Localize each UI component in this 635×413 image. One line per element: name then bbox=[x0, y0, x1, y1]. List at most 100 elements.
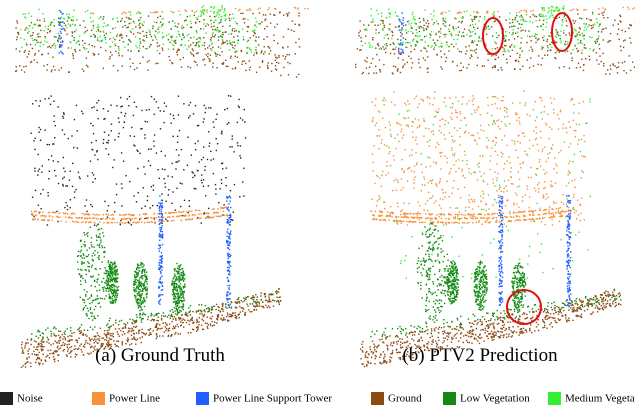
point bbox=[45, 26, 46, 27]
point bbox=[546, 22, 547, 23]
point bbox=[401, 49, 402, 50]
point bbox=[99, 290, 100, 291]
point bbox=[449, 97, 450, 98]
point bbox=[172, 35, 173, 36]
point bbox=[103, 235, 104, 236]
point bbox=[385, 52, 386, 53]
point bbox=[91, 316, 92, 317]
point bbox=[98, 100, 99, 101]
point bbox=[120, 106, 121, 107]
point bbox=[413, 188, 414, 189]
point bbox=[543, 14, 544, 15]
point bbox=[259, 8, 260, 9]
point bbox=[578, 113, 579, 114]
point bbox=[262, 62, 263, 63]
point bbox=[135, 299, 136, 300]
point bbox=[194, 15, 195, 16]
point bbox=[549, 17, 550, 18]
point bbox=[501, 67, 502, 68]
point bbox=[163, 316, 164, 317]
point bbox=[495, 59, 496, 60]
point bbox=[234, 41, 235, 42]
point bbox=[201, 182, 202, 183]
point bbox=[59, 52, 60, 53]
point bbox=[190, 52, 191, 53]
point bbox=[182, 291, 183, 292]
point bbox=[478, 37, 479, 38]
point bbox=[248, 40, 249, 41]
point bbox=[141, 23, 142, 24]
point bbox=[116, 266, 117, 267]
point bbox=[452, 26, 453, 27]
point bbox=[382, 46, 383, 47]
point bbox=[34, 170, 35, 171]
point bbox=[178, 34, 179, 35]
point bbox=[74, 213, 75, 214]
point bbox=[89, 44, 90, 45]
point bbox=[159, 295, 160, 296]
point bbox=[30, 366, 31, 367]
point bbox=[176, 314, 177, 315]
point bbox=[205, 166, 206, 167]
point bbox=[184, 215, 185, 216]
point bbox=[470, 50, 471, 51]
point bbox=[450, 117, 451, 118]
point bbox=[115, 27, 116, 28]
point bbox=[157, 29, 158, 30]
point bbox=[72, 53, 73, 54]
point bbox=[387, 34, 388, 35]
point bbox=[60, 331, 61, 332]
point bbox=[55, 335, 56, 336]
point bbox=[446, 57, 447, 58]
point bbox=[454, 30, 455, 31]
point bbox=[59, 45, 60, 46]
point bbox=[360, 49, 361, 50]
point bbox=[174, 269, 175, 270]
point bbox=[129, 222, 130, 223]
point bbox=[37, 62, 38, 63]
point bbox=[557, 10, 558, 11]
point bbox=[203, 213, 204, 214]
point bbox=[83, 244, 84, 245]
point bbox=[551, 42, 552, 43]
point bbox=[559, 221, 560, 222]
point bbox=[221, 51, 222, 52]
point bbox=[172, 283, 173, 284]
point bbox=[90, 36, 91, 37]
point bbox=[567, 43, 568, 44]
point bbox=[435, 110, 436, 111]
point bbox=[105, 39, 106, 40]
point bbox=[184, 320, 185, 321]
point bbox=[601, 13, 602, 14]
point bbox=[37, 346, 38, 347]
point bbox=[203, 320, 204, 321]
point bbox=[506, 112, 507, 113]
point bbox=[203, 23, 204, 24]
point bbox=[222, 41, 223, 42]
point bbox=[138, 307, 139, 308]
point bbox=[560, 111, 561, 112]
point bbox=[136, 268, 137, 269]
point bbox=[177, 324, 178, 325]
point bbox=[57, 41, 58, 42]
point bbox=[146, 109, 147, 110]
point bbox=[55, 212, 56, 213]
point bbox=[176, 297, 177, 298]
point bbox=[116, 279, 117, 280]
point bbox=[110, 265, 111, 266]
point bbox=[479, 220, 480, 221]
point bbox=[230, 219, 231, 220]
point bbox=[126, 35, 127, 36]
point bbox=[137, 338, 138, 339]
point bbox=[451, 113, 452, 114]
point bbox=[54, 115, 55, 116]
point bbox=[518, 28, 519, 29]
point bbox=[69, 353, 70, 354]
point bbox=[481, 176, 482, 177]
point bbox=[217, 208, 218, 209]
point bbox=[103, 278, 104, 279]
point bbox=[97, 37, 98, 38]
point bbox=[176, 278, 177, 279]
point bbox=[116, 297, 117, 298]
point bbox=[542, 151, 543, 152]
